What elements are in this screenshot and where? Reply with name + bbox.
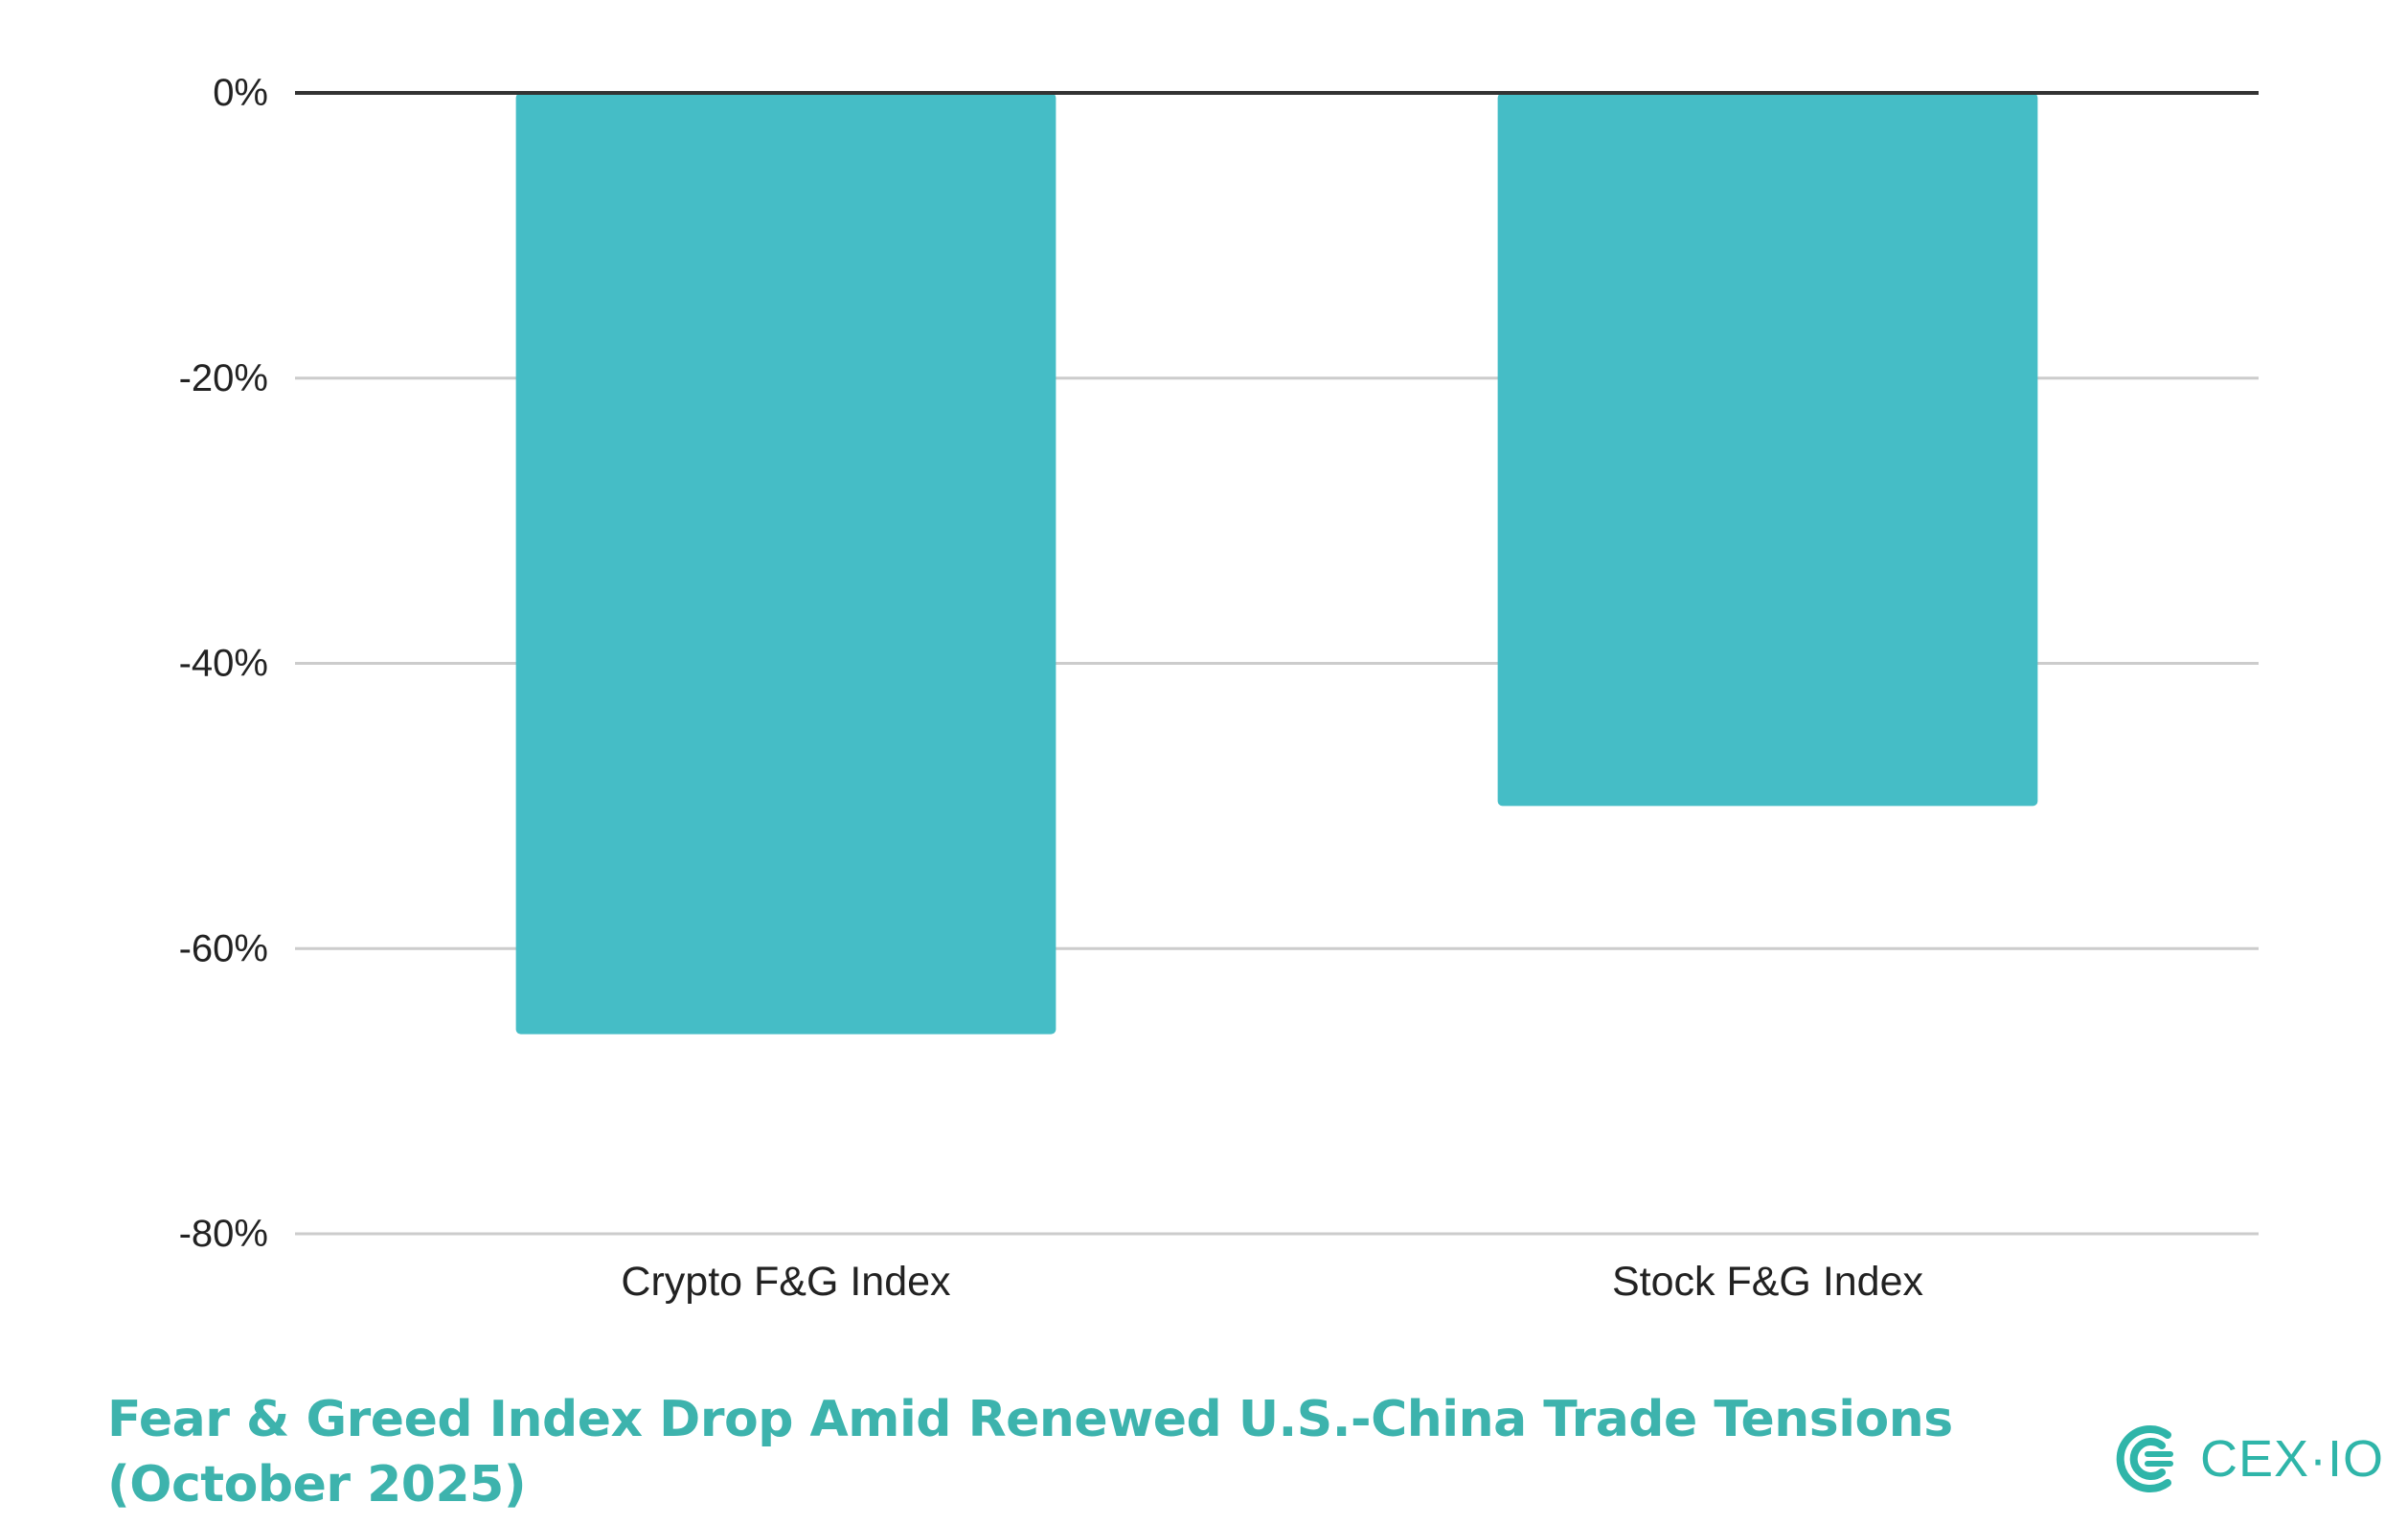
x-category-label: Crypto F&G Index [621,1259,951,1305]
y-tick-label: 0% [213,72,268,114]
chart-caption: Fear & Greed Index Drop Amid Renewed U.S… [107,1387,1953,1517]
y-tick-label: -80% [179,1213,268,1255]
caption-title-line: Fear & Greed Index Drop Amid Renewed U.S… [107,1391,1953,1448]
y-tick-label: -60% [179,927,268,969]
brand-logo: CEX·IO [2112,1416,2384,1502]
caption-subtitle-line: (October 2025) [107,1456,527,1514]
y-tick-label: -20% [179,357,268,399]
y-tick-label: -40% [179,643,268,685]
cex-io-logo-icon [2116,1425,2173,1492]
bars [515,93,2038,1035]
x-axis-category-labels: Crypto F&G Index Stock F&G Index [621,1259,1923,1305]
brand-name: CEX·IO [2200,1430,2385,1488]
bar [1497,93,2038,807]
x-category-label: Stock F&G Index [1612,1259,1924,1305]
bar [515,93,1056,1035]
y-axis-tick-labels: 0% -20% -40% -60% -80% [179,72,268,1255]
